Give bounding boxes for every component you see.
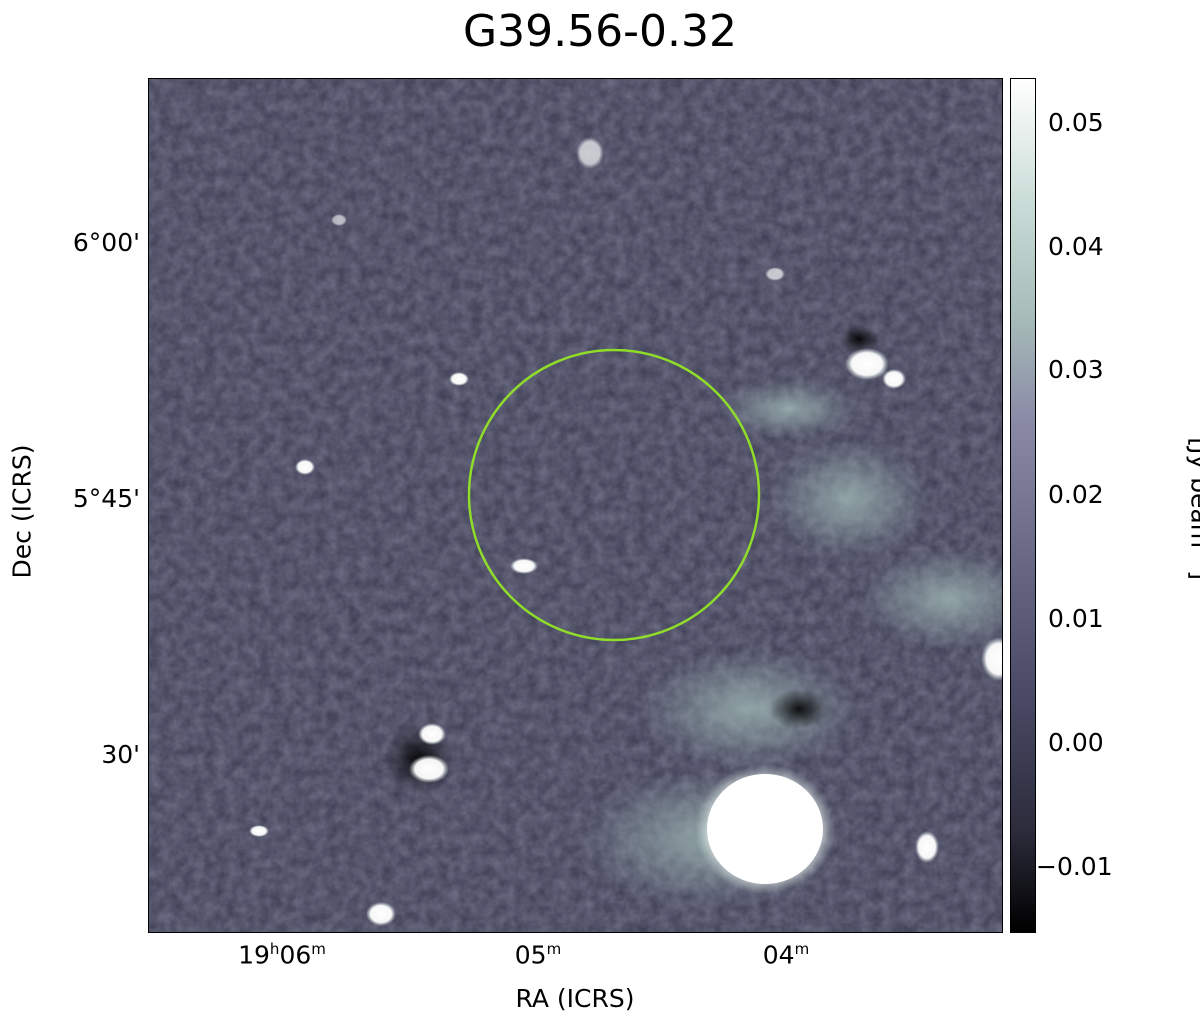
- colorbar-tick: 0.05: [1048, 108, 1104, 137]
- colorbar-tick: −0.01: [1036, 852, 1113, 881]
- region-circle: [467, 348, 761, 642]
- colorbar-tick: 0.02: [1048, 480, 1104, 509]
- y-tick-label: 30': [101, 740, 140, 769]
- radio-image: [148, 78, 1003, 933]
- colorbar-tick: 0.03: [1048, 355, 1104, 384]
- x-tick-label: 04m: [762, 940, 810, 970]
- plot-title: G39.56-0.32: [463, 6, 737, 57]
- sky-map: [149, 79, 1002, 932]
- x-tick-label: 19h06m: [238, 940, 326, 970]
- x-tick-label: 05m: [514, 940, 562, 970]
- colorbar-tick: 0.04: [1048, 232, 1104, 261]
- x-axis-label: RA (ICRS): [515, 984, 635, 1013]
- colorbar: [1010, 78, 1036, 933]
- y-tick-label: 6°00': [72, 228, 140, 257]
- colorbar-tick: 0.01: [1048, 604, 1104, 633]
- colorbar-tick: 0.00: [1048, 728, 1104, 757]
- y-tick-label: 5°45': [72, 484, 140, 513]
- colorbar-label: [Jy beam−1]: [1185, 437, 1200, 580]
